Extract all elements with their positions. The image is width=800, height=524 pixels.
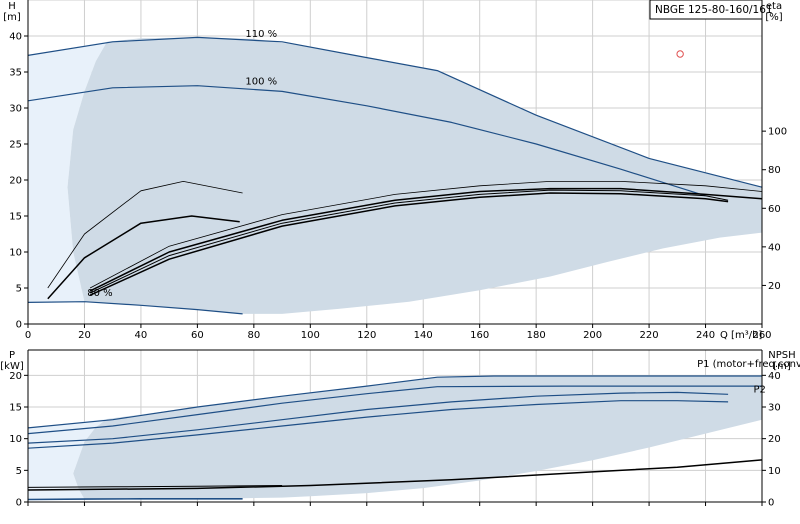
y2-axis-label: NPSH [m] [768, 350, 795, 372]
y-tick-label: 30 [9, 104, 22, 115]
y-tick-label: 0 [16, 498, 22, 509]
y2-tick-label: 40 [768, 242, 781, 253]
y2-tick-label: 0 [768, 498, 774, 509]
curve-annotation: P2 [754, 384, 766, 395]
p1-motor-freq-converter--series-line [27, 375, 762, 429]
y2-tick-label: 20 [768, 281, 781, 292]
x-tick-label: 40 [135, 330, 148, 341]
y-tick-label: 10 [9, 434, 22, 445]
x-axis-label: Q [m³/h] [720, 330, 762, 341]
curve-6-series-line [89, 187, 763, 292]
curve-annotation: 80 % [87, 288, 112, 299]
operating-range [67, 37, 762, 314]
y-axis-label: P [kW] [0, 350, 24, 372]
y-tick-label: 5 [16, 466, 22, 477]
curve-3-series-line [27, 400, 729, 449]
operating-range-light [28, 419, 107, 500]
y-tick-label: 5 [16, 284, 22, 295]
y2-tick-label: 40 [768, 371, 781, 382]
y-tick-label: 15 [9, 212, 22, 223]
duty-point-marker [676, 50, 684, 58]
x-tick-label: 20 [78, 330, 91, 341]
model-label-box: NBGE 125-80-160/161 [649, 0, 773, 20]
curve-annotation: P1 (motor+freq.converter) [697, 359, 800, 370]
y-tick-label: 0 [16, 320, 22, 331]
curve-annotation: 110 % [245, 29, 277, 40]
curve-4-series-line [47, 215, 240, 300]
y-tick-label: 40 [9, 32, 22, 43]
x-tick-label: 140 [414, 330, 433, 341]
y2-tick-label: 60 [768, 204, 781, 215]
y2-tick-label: 10 [768, 466, 781, 477]
x-tick-label: 120 [357, 330, 376, 341]
curve-7-series-line [89, 189, 729, 294]
x-tick-label: 220 [640, 330, 659, 341]
x-tick-label: 260 [752, 330, 771, 341]
curve-3-series-line [47, 181, 243, 289]
operating-range-light [28, 41, 107, 303]
x-tick-label: 160 [470, 330, 489, 341]
curve-5-series-line [27, 459, 763, 491]
y-tick-label: 25 [9, 140, 22, 151]
curve-4-series-line [27, 498, 243, 501]
curve-1-series-line [27, 385, 762, 435]
curve-5-series-line [89, 181, 763, 289]
80--series-line [27, 301, 243, 315]
x-tick-label: 80 [247, 330, 260, 341]
y-tick-label: 20 [9, 371, 22, 382]
y2-tick-label: 80 [768, 165, 781, 176]
operating-range [73, 376, 762, 500]
y2-tick-label: 100 [768, 127, 787, 138]
p2-series-line [27, 391, 729, 444]
x-tick-label: 240 [696, 330, 715, 341]
model-label: NBGE 125-80-160/161 [655, 4, 773, 16]
curve-8-series-line [89, 192, 729, 296]
100--series-line [27, 85, 706, 197]
x-tick-label: 200 [583, 330, 602, 341]
110--series-line [27, 36, 763, 188]
y-axis-label: H [m] [3, 1, 21, 23]
head-efficiency-chart: 110 % 100 % 80 % 0 5 10 15 20 25 30 35 40 20 40 60 80 10… [3, 0, 787, 341]
curve-annotation: 100 % [245, 76, 277, 87]
y-tick-label: 20 [9, 176, 22, 187]
x-tick-label: 60 [191, 330, 204, 341]
x-tick-label: 100 [301, 330, 320, 341]
y-tick-label: 35 [9, 68, 22, 79]
x-tick-label: 180 [527, 330, 546, 341]
y2-tick-label: 30 [768, 403, 781, 414]
curve-6-series-line [27, 485, 283, 488]
power-npsh-chart: P1 (motor+freq.converter) P2 0 5 10 15 20 0 10 20… [0, 349, 800, 509]
y2-tick-label: 20 [768, 434, 781, 445]
x-tick-label: 0 [25, 330, 31, 341]
y-tick-label: 15 [9, 403, 22, 414]
y-tick-label: 10 [9, 248, 22, 259]
y2-axis-label: eta [%] [765, 1, 782, 23]
